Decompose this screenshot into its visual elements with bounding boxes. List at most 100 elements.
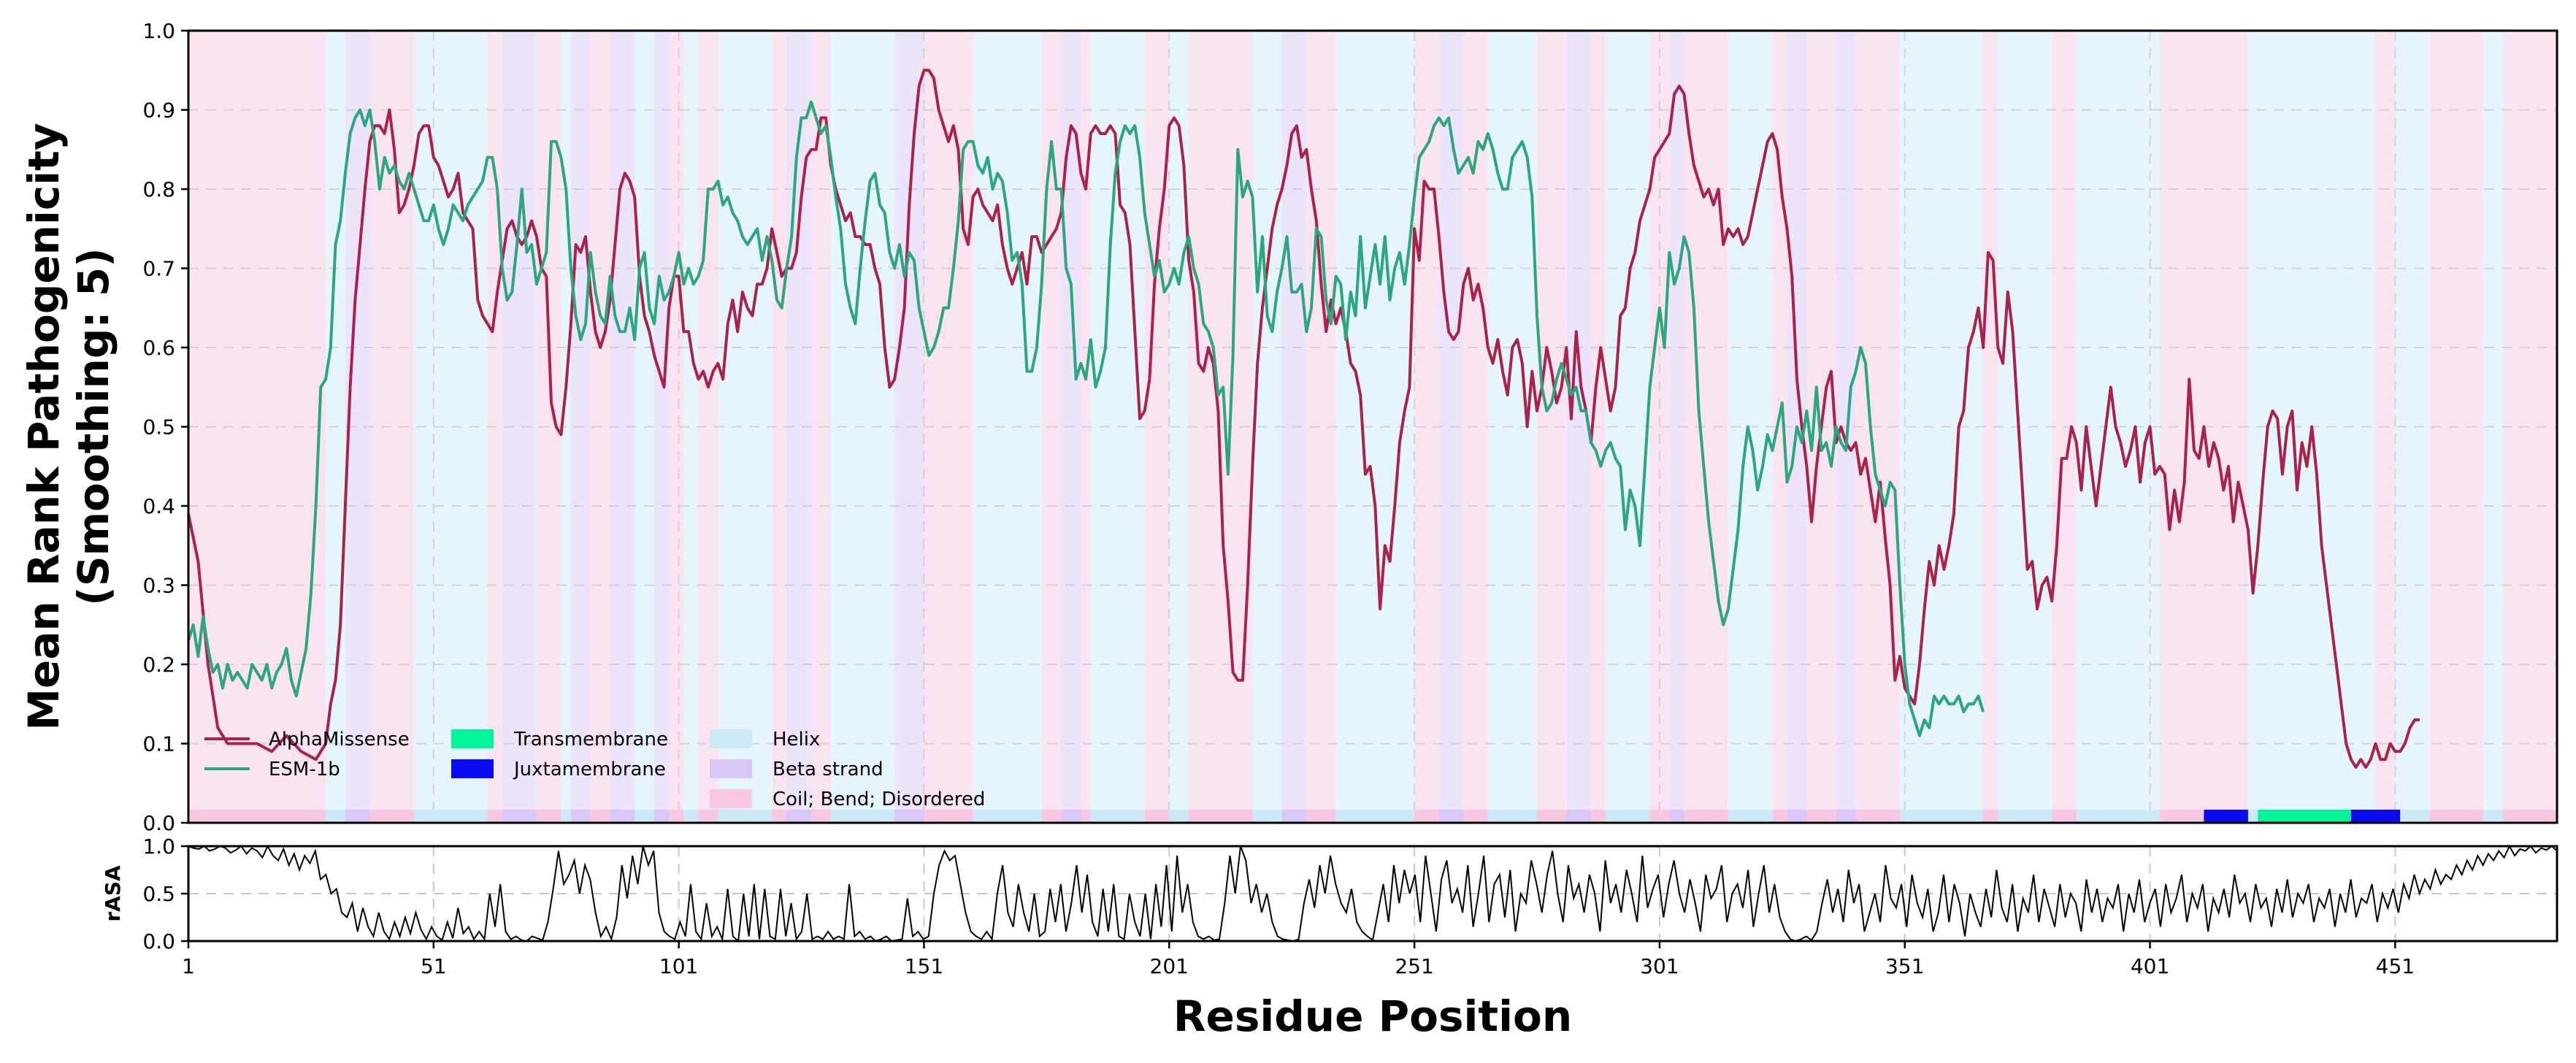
legend-label: ESM-1b (269, 759, 340, 780)
strip-segment (570, 810, 591, 823)
y-tick-label: 0.4 (142, 494, 175, 518)
strip-segment (1189, 810, 1253, 823)
strip-segment (536, 810, 561, 823)
strip-segment (1855, 810, 1901, 823)
strip-segment (1463, 810, 1488, 823)
y-tick-label: 0.3 (142, 574, 175, 598)
annotation-strip (188, 810, 2557, 823)
y-tick-label: 0.5 (142, 415, 175, 440)
rasa-tick-label: 0.0 (142, 929, 175, 953)
legend-label: Coil; Bend; Disordered (773, 788, 985, 810)
x-tick-label: 351 (1885, 954, 1924, 978)
region-band (1998, 31, 2052, 823)
strip-segment (669, 810, 684, 823)
region-band (1669, 31, 1684, 823)
strip-segment (718, 810, 773, 823)
legend-label: Juxtamembrane (513, 759, 666, 780)
strip-segment (1252, 810, 1282, 823)
strip-segment (635, 810, 655, 823)
y-axis-label-line1: Mean Rank Pathogenicity (19, 123, 69, 730)
y-tick-label: 0.2 (142, 653, 175, 677)
strip-segment (326, 810, 345, 823)
strip-segment (1669, 810, 1684, 823)
strip-segment (502, 810, 537, 823)
strip-segment (1061, 810, 1081, 823)
strip-segment (830, 810, 895, 823)
strip-segment (1806, 810, 1836, 823)
series-line-esm-1b (187, 100, 1985, 737)
strip-segment (1590, 810, 1606, 823)
y-tick-label: 0.0 (142, 811, 175, 835)
x-tick-label: 251 (1395, 954, 1433, 978)
strip-segment (973, 810, 1042, 823)
strip-segment (1414, 810, 1439, 823)
region-band (1983, 31, 1998, 823)
x-tick-label: 151 (905, 954, 943, 978)
legend-label: Helix (773, 729, 820, 751)
rasa-y-ticks: 0.0 0.5 1.0 (142, 834, 188, 953)
strip-segment (1487, 810, 1537, 823)
strip-segment (1900, 810, 1984, 823)
rasa-tick-label: 1.0 (142, 834, 175, 859)
strip-segment (654, 810, 670, 823)
legend-label: Transmembrane (513, 729, 668, 751)
strip-segment (1041, 810, 1062, 823)
strip-segment (1836, 810, 1856, 823)
strip-segment (772, 810, 787, 823)
legend-item-beta-strand: Beta strand (710, 759, 883, 780)
legend-swatch-patch (451, 759, 494, 778)
strip-segment (1438, 810, 1464, 823)
strip-segment (1787, 810, 1807, 823)
strip-segment (590, 810, 610, 823)
region-band (718, 31, 773, 823)
strip-segment (1335, 810, 1415, 823)
strip-segment (1728, 810, 1773, 823)
legend-swatch-patch (451, 729, 494, 748)
strip-segment (894, 810, 924, 823)
strip-segment (413, 810, 488, 823)
region-band (772, 31, 787, 823)
legend-label: AlphaMissense (269, 729, 410, 751)
strip-segment (2052, 810, 2077, 823)
strip-segment (1536, 810, 1567, 823)
y-tick-label: 1.0 (142, 19, 175, 43)
y-tick-label: 0.8 (142, 177, 175, 202)
x-axis-label: Residue Position (1173, 991, 1572, 1041)
strip-segment (924, 810, 973, 823)
strip-segment (188, 810, 326, 823)
rasa-tick-label: 0.5 (142, 882, 175, 906)
region-band (683, 31, 699, 823)
strip-segment (487, 810, 502, 823)
legend-item-helix: Helix (710, 729, 820, 751)
series-lines (187, 69, 2420, 769)
x-tick-label: 1 (182, 954, 195, 978)
strip-segment (2429, 810, 2484, 823)
y-axis-label-line2: (Smoothing: 5) (69, 247, 118, 605)
legend-swatch-patch (710, 789, 752, 808)
strip-segment (369, 810, 414, 823)
strip-segment (1983, 810, 1998, 823)
strip-segment (1566, 810, 1591, 823)
strip-segment (698, 810, 718, 823)
legend-label: Beta strand (773, 759, 883, 780)
strip-segment (610, 810, 635, 823)
strip-segment (1998, 810, 2052, 823)
strip-segment (2076, 810, 2160, 823)
legend-item-esm-1b: ESM-1b (204, 759, 340, 780)
region-band (669, 31, 684, 823)
legend-item-alphamissense: AlphaMissense (204, 729, 410, 751)
strip-segment (1169, 810, 1189, 823)
strip-segment (2483, 810, 2504, 823)
y-tick-label: 0.9 (142, 99, 175, 123)
x-tick-label: 301 (1640, 954, 1679, 978)
strip-segment (1606, 810, 1650, 823)
strip-segment (683, 810, 699, 823)
legend: AlphaMissense ESM-1b Transmembrane Juxtamem… (204, 729, 985, 810)
strip-segment (1649, 810, 1670, 823)
strip-segment (1090, 810, 1145, 823)
legend-item-coil-bend-disordered: Coil; Bend; Disordered (710, 788, 985, 810)
strip-segment (810, 810, 831, 823)
topology-segment (2350, 810, 2401, 823)
x-tick-label: 101 (659, 954, 698, 978)
